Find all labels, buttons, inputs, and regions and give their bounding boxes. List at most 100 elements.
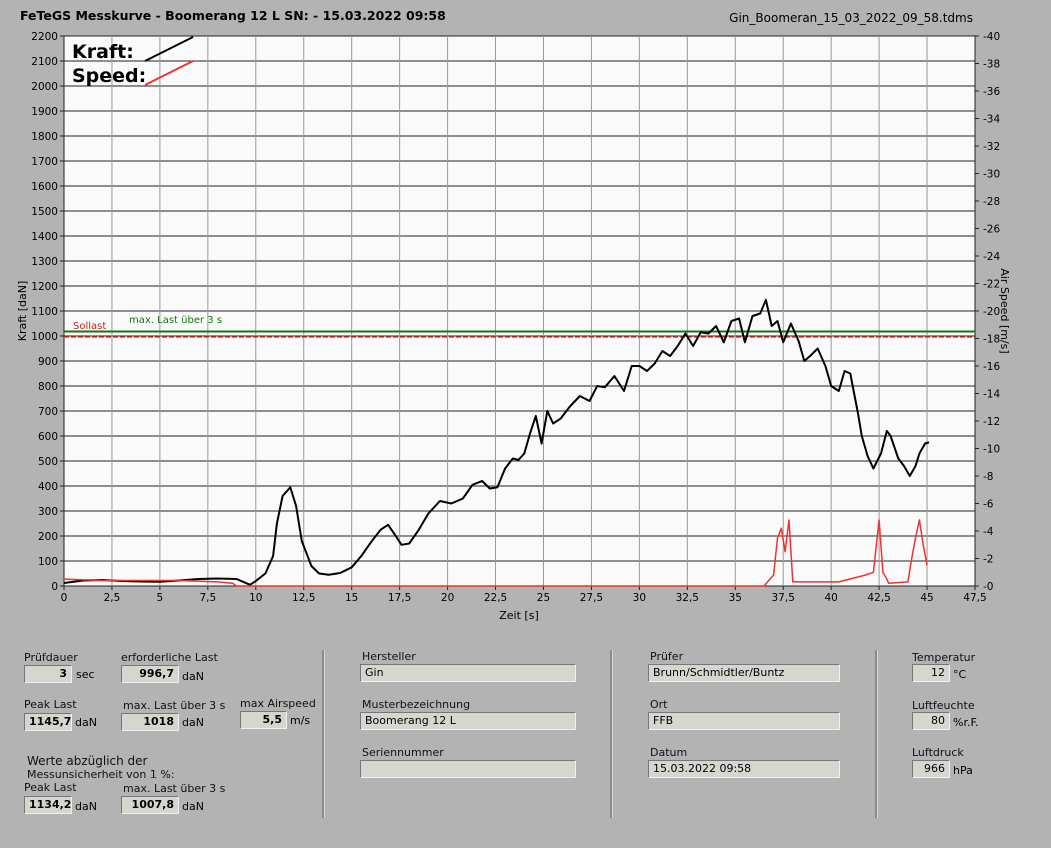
datum-label: Datum bbox=[650, 746, 688, 759]
x-tick-label: 22,5 bbox=[484, 592, 507, 604]
seriennummer-label: Seriennummer bbox=[362, 746, 444, 759]
x-tick-label: 10 bbox=[249, 592, 262, 604]
max-last-value: 1018 bbox=[121, 713, 179, 731]
temperatur-label: Temperatur bbox=[912, 651, 976, 664]
luftfeuchte-label: Luftfeuchte bbox=[912, 699, 975, 712]
x-tick-label: 37,5 bbox=[772, 592, 795, 604]
x-tick-label: 42,5 bbox=[867, 592, 890, 604]
y2-tick-label: -14 bbox=[983, 389, 1000, 401]
hersteller-field[interactable]: Gin bbox=[360, 664, 576, 682]
legend-kraft-line bbox=[144, 36, 194, 62]
erforderliche-last-label: erforderliche Last bbox=[121, 651, 218, 664]
peak-last-value: 1145,7 bbox=[24, 713, 72, 731]
y-tick-label: 300 bbox=[38, 506, 58, 518]
x-tick-label: 20 bbox=[441, 592, 454, 604]
y-tick-label: 2100 bbox=[31, 56, 58, 68]
musterbezeichnung-field[interactable]: Boomerang 12 L bbox=[360, 712, 576, 730]
peak-last-corrected-value: 1134,2 bbox=[24, 796, 72, 814]
musterbezeichnung-label: Musterbezeichnung bbox=[362, 698, 471, 711]
y-tick-label: 1900 bbox=[31, 106, 58, 118]
peak-last-unit: daN bbox=[75, 716, 97, 729]
max-last-label: max. Last über 3 s bbox=[123, 699, 226, 712]
max-airspeed-label: max Airspeed bbox=[240, 697, 316, 710]
y-tick-label: 500 bbox=[38, 456, 58, 468]
y2-tick-label: -40 bbox=[983, 31, 1000, 43]
y2-tick-label: -6 bbox=[983, 499, 994, 511]
y2-tick-label: -26 bbox=[983, 224, 1000, 236]
x-tick-label: 2,5 bbox=[104, 592, 121, 604]
y-tick-label: 1200 bbox=[31, 281, 58, 293]
luftdruck-unit: hPa bbox=[953, 764, 973, 777]
y2-axis-title: Air Speed [m/s] bbox=[998, 268, 1011, 353]
y2-tick-label: -24 bbox=[983, 251, 1000, 263]
y2-tick-label: -28 bbox=[983, 196, 1000, 208]
y2-tick-label: -12 bbox=[983, 416, 1000, 428]
measurement-chart: 0100200300400500600700800900100011001200… bbox=[16, 31, 1011, 622]
y-tick-label: 600 bbox=[38, 431, 58, 443]
datum-field[interactable]: 15.03.2022 09:58 bbox=[648, 760, 840, 778]
y2-tick-label: -16 bbox=[983, 361, 1000, 373]
y-tick-label: 1400 bbox=[31, 231, 58, 243]
max-last-unit: daN bbox=[182, 716, 204, 729]
x-tick-label: 25 bbox=[537, 592, 550, 604]
luftdruck-value: 966 bbox=[912, 760, 950, 778]
pruefer-field[interactable]: Brunn/Schmidtler/Buntz bbox=[648, 664, 840, 682]
ort-label: Ort bbox=[650, 698, 668, 711]
sollast-label: Sollast bbox=[73, 321, 106, 332]
erforderliche-last-value: 996,7 bbox=[121, 665, 179, 683]
y-axis-title: Kraft [daN] bbox=[16, 281, 29, 342]
x-tick-label: 27,5 bbox=[580, 592, 603, 604]
y-tick-label: 1800 bbox=[31, 131, 58, 143]
legend-kraft-label: Kraft: bbox=[72, 41, 134, 63]
max-last-corrected-value: 1007,8 bbox=[121, 796, 179, 814]
y2-tick-label: -2 bbox=[983, 554, 993, 566]
file-name: Gin_Boomeran_15_03_2022_09_58.tdms bbox=[729, 11, 973, 25]
x-tick-label: 47,5 bbox=[963, 592, 986, 604]
x-tick-label: 17,5 bbox=[388, 592, 411, 604]
x-axis-title: Zeit [s] bbox=[499, 609, 538, 622]
ort-field[interactable]: FFB bbox=[648, 712, 840, 730]
pruefdauer-unit: sec bbox=[76, 668, 95, 681]
y2-tick-label: -38 bbox=[983, 59, 1000, 71]
x-tick-label: 15 bbox=[345, 592, 358, 604]
y-tick-label: 400 bbox=[38, 481, 58, 493]
werte-note-line2: Messunsicherheit von 1 %: bbox=[27, 768, 175, 781]
y2-tick-label: -4 bbox=[983, 526, 994, 538]
x-tick-label: 5 bbox=[157, 592, 164, 604]
max-last-corrected-unit: daN bbox=[182, 800, 204, 813]
legend-speed-line bbox=[144, 60, 194, 86]
x-tick-label: 32,5 bbox=[676, 592, 699, 604]
y2-tick-label: -20 bbox=[983, 306, 1000, 318]
y2-tick-label: -8 bbox=[983, 471, 993, 483]
luftfeuchte-unit: %r.F. bbox=[953, 716, 979, 729]
legend-speed-label: Speed: bbox=[72, 65, 146, 87]
y-tick-label: 200 bbox=[38, 531, 58, 543]
separator-1 bbox=[322, 650, 325, 818]
y-tick-label: 2000 bbox=[31, 81, 58, 93]
y-tick-label: 0 bbox=[51, 581, 58, 593]
y2-tick-label: -36 bbox=[983, 86, 1000, 98]
peak-last-corrected-unit: daN bbox=[75, 800, 97, 813]
seriennummer-field[interactable] bbox=[360, 760, 576, 778]
werte-note-line1: Werte abzüglich der bbox=[27, 754, 148, 768]
luftfeuchte-value: 80 bbox=[912, 712, 950, 730]
max-last-corrected-label: max. Last über 3 s bbox=[123, 782, 226, 795]
y-tick-label: 100 bbox=[38, 556, 58, 568]
pruefdauer-value: 3 bbox=[24, 665, 72, 683]
luftdruck-label: Luftdruck bbox=[912, 746, 964, 759]
y2-tick-label: -0 bbox=[983, 581, 993, 593]
x-tick-label: 35 bbox=[729, 592, 742, 604]
separator-3 bbox=[875, 650, 878, 818]
y-tick-label: 1300 bbox=[31, 256, 58, 268]
y-tick-label: 1700 bbox=[31, 156, 58, 168]
peak-last-corrected-label: Peak Last bbox=[24, 781, 77, 794]
peak-last-label: Peak Last bbox=[24, 698, 77, 711]
x-tick-label: 40 bbox=[824, 592, 837, 604]
y-tick-label: 700 bbox=[38, 406, 58, 418]
y2-tick-label: -34 bbox=[983, 114, 1000, 126]
y-tick-label: 800 bbox=[38, 381, 58, 393]
y2-tick-label: -18 bbox=[983, 334, 1000, 346]
y2-tick-label: -10 bbox=[983, 444, 1000, 456]
max-airspeed-value: 5,5 bbox=[240, 711, 287, 729]
x-tick-label: 12,5 bbox=[292, 592, 315, 604]
